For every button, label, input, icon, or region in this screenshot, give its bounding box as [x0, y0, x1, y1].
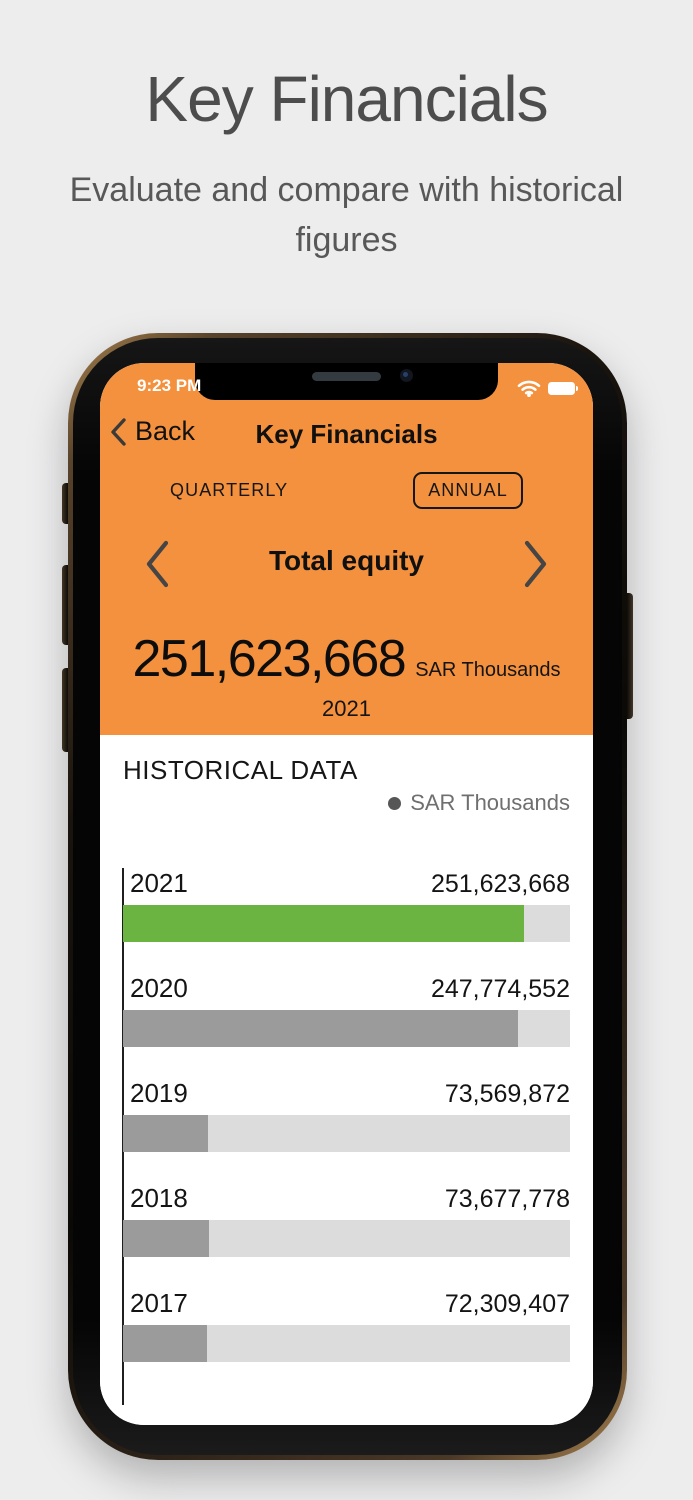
chart-row-labels: 2021 251,623,668 [123, 868, 570, 899]
wifi-icon [517, 379, 541, 397]
bar-year-label: 2019 [130, 1078, 188, 1108]
bar-track [123, 1325, 570, 1362]
bar-year-label: 2020 [130, 973, 188, 1003]
page-title: Key Financials [145, 63, 548, 135]
bar-fill [123, 1010, 518, 1047]
page-subtitle: Evaluate and compare with historical fig… [69, 171, 624, 259]
status-icons [517, 379, 578, 397]
front-camera-icon [400, 369, 413, 382]
volume-down-button [62, 668, 72, 752]
metric-value-row: 251,623,668 SAR Thousands [100, 629, 593, 689]
chart-row-labels: 2018 73,677,778 [123, 1183, 570, 1214]
status-time: 9:23 PM [137, 376, 202, 395]
chart-row: 2021 251,623,668 [123, 868, 570, 942]
chart-row-labels: 2020 247,774,552 [123, 973, 570, 1004]
bar-value-label: 251,623,668 [430, 870, 570, 898]
metric-prev-button[interactable] [144, 539, 170, 589]
chart-row: 2020 247,774,552 [123, 973, 570, 1047]
metric-name: Total equity [268, 545, 425, 576]
bar-value-label: 73,677,778 [444, 1185, 570, 1213]
bar-year-label: 2021 [130, 868, 188, 898]
chart-legend: SAR Thousands [388, 790, 570, 816]
bar-year-label: 2017 [130, 1288, 188, 1318]
metric-year: 2021 [322, 696, 371, 721]
bar-year-label: 2018 [130, 1183, 188, 1213]
bar-value-label: 72,309,407 [444, 1290, 570, 1318]
back-label: Back [135, 416, 196, 446]
phone-screen: 9:23 PM [100, 363, 593, 1425]
bar-fill [123, 1220, 210, 1257]
chart-row-labels: 2019 73,569,872 [123, 1078, 570, 1109]
chart-row: 2018 73,677,778 [123, 1183, 570, 1257]
bar-track [123, 1010, 570, 1047]
bar-value-label: 247,774,552 [430, 975, 570, 1003]
phone-frame: 9:23 PM [68, 333, 627, 1460]
legend-label: SAR Thousands [410, 790, 570, 815]
bar-chart: 2021 251,623,668 2020 247,774,552 2019 7… [123, 868, 570, 1396]
power-button [623, 593, 633, 719]
back-button[interactable]: Back [110, 416, 195, 447]
volume-up-button [62, 565, 72, 645]
metric-unit: SAR Thousands [415, 659, 561, 681]
bar-track [123, 905, 570, 942]
bar-track [123, 1220, 570, 1257]
historical-heading: HISTORICAL DATA [123, 755, 358, 785]
notch [195, 363, 498, 400]
metric-next-button[interactable] [523, 539, 549, 589]
metric-value: 251,623,668 [132, 630, 407, 688]
bar-value-label: 73,569,872 [444, 1080, 570, 1108]
chart-row-labels: 2017 72,309,407 [123, 1288, 570, 1319]
app-header: 9:23 PM [100, 363, 593, 735]
bar-fill [123, 1325, 208, 1362]
bar-fill [123, 905, 524, 942]
tab-annual-label: ANNUAL [428, 480, 508, 500]
bar-fill [123, 1115, 208, 1152]
legend-dot-icon [388, 796, 402, 810]
historical-section: HISTORICAL DATA SAR Thousands 2021 251,6… [100, 735, 593, 1425]
phone-mockup: 9:23 PM [62, 333, 633, 1460]
bar-track [123, 1115, 570, 1152]
battery-icon [547, 381, 578, 395]
tab-annual[interactable]: ANNUAL [413, 472, 523, 509]
chevron-left-icon [110, 417, 127, 447]
screen-title: Key Financials [255, 419, 438, 449]
mute-switch [62, 483, 72, 524]
phone-bezel: 9:23 PM [73, 338, 622, 1455]
chart-row: 2019 73,569,872 [123, 1078, 570, 1152]
tab-quarterly[interactable]: QUARTERLY [170, 480, 289, 500]
speaker-slot-icon [312, 372, 381, 381]
chart-row: 2017 72,309,407 [123, 1288, 570, 1362]
